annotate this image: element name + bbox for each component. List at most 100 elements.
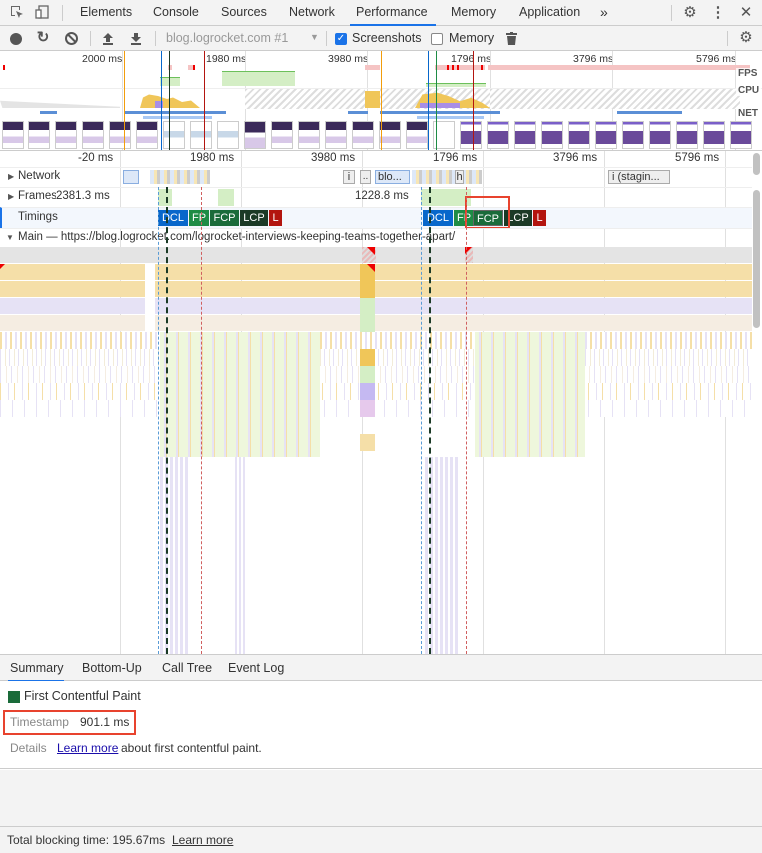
- cpu-label: CPU: [736, 85, 762, 96]
- timing-lcp[interactable]: LCP: [240, 210, 268, 226]
- timing-load[interactable]: L: [533, 210, 546, 226]
- timings-track[interactable]: Timings DCL FP FCP LCP L DCL FP FCP LCP …: [0, 207, 752, 228]
- flame-row[interactable]: [0, 315, 752, 331]
- screenshot-thumbnail[interactable]: [379, 121, 401, 149]
- timing-fcp[interactable]: FCP: [210, 210, 239, 226]
- tab-memory[interactable]: Memory: [451, 5, 497, 19]
- chevron-down-icon[interactable]: ▼: [310, 32, 319, 42]
- flame-row[interactable]: [0, 264, 752, 280]
- screenshots-checkbox[interactable]: ✓: [335, 33, 347, 45]
- screenshot-thumbnail[interactable]: [622, 121, 644, 149]
- load-profile-icon[interactable]: [102, 32, 114, 48]
- learn-more-link[interactable]: Learn more: [57, 741, 119, 755]
- tab-elements[interactable]: Elements: [80, 5, 133, 19]
- network-track[interactable]: ▶ Network i .. blo... h i (stagin...: [0, 167, 752, 187]
- screenshot-thumbnail[interactable]: [406, 121, 428, 149]
- tracks-scrollbar-thumb[interactable]: [753, 190, 760, 328]
- tab-call-tree[interactable]: Call Tree: [162, 661, 213, 675]
- tab-event-log[interactable]: Event Log: [228, 661, 285, 675]
- ruler-scrollbar-thumb[interactable]: [753, 153, 760, 175]
- record-button[interactable]: [10, 33, 22, 45]
- frame-duration: 2381.3 ms: [56, 190, 110, 202]
- screenshot-thumbnail[interactable]: [514, 121, 536, 149]
- more-menu-icon[interactable]: ⋮: [710, 4, 726, 21]
- inspect-element-icon[interactable]: [8, 4, 26, 22]
- screenshot-thumbnail[interactable]: [460, 121, 482, 149]
- divider: [671, 5, 672, 21]
- screenshot-thumbnail[interactable]: [136, 121, 158, 149]
- tab-sources[interactable]: Sources: [221, 5, 267, 19]
- tab-bottom-up[interactable]: Bottom-Up: [82, 661, 142, 675]
- flame-row[interactable]: [0, 281, 752, 297]
- screenshot-thumbnail[interactable]: [82, 121, 104, 149]
- screenshot-thumbnail[interactable]: [568, 121, 590, 149]
- screenshot-thumbnail[interactable]: [244, 121, 266, 149]
- flame-row[interactable]: [0, 298, 752, 314]
- timing-fcp-selected[interactable]: FCP: [473, 210, 503, 226]
- tab-summary[interactable]: Summary: [8, 655, 64, 682]
- screenshot-thumbnail[interactable]: [55, 121, 77, 149]
- timeline-overview[interactable]: 2000 ms 1980 ms 3980 ms 1796 ms 3796 ms …: [0, 51, 762, 151]
- divider: [90, 31, 91, 46]
- ruler-tick: 3796 ms: [553, 152, 598, 164]
- save-profile-icon[interactable]: [130, 32, 142, 48]
- screenshot-thumbnail[interactable]: [352, 121, 374, 149]
- memory-checkbox[interactable]: [431, 33, 443, 45]
- timing-dcl[interactable]: DCL: [423, 210, 453, 226]
- screenshot-thumbnail[interactable]: [703, 121, 725, 149]
- garbage-collect-icon[interactable]: [506, 32, 517, 48]
- timestamp-label: Timestamp: [10, 715, 69, 729]
- screenshot-thumbnail[interactable]: [649, 121, 671, 149]
- details-tab-bar: Summary Bottom-Up Call Tree Event Log: [0, 654, 762, 682]
- footer-learn-more-link[interactable]: Learn more: [172, 833, 234, 847]
- flame-row-tasks[interactable]: [0, 247, 752, 263]
- screenshot-thumbnail[interactable]: [298, 121, 320, 149]
- timing-lcp[interactable]: LCP: [504, 210, 532, 226]
- screenshot-thumbnail[interactable]: [217, 121, 239, 149]
- timeline-tracks[interactable]: -20 ms 1980 ms 3980 ms 1796 ms 3796 ms 5…: [0, 151, 752, 654]
- screenshot-thumbnail[interactable]: [190, 121, 212, 149]
- screenshots-label: Screenshots: [352, 31, 422, 45]
- close-icon[interactable]: ✕: [739, 4, 753, 21]
- screenshot-thumbnail[interactable]: [28, 121, 50, 149]
- frame-duration: 1228.8 ms: [355, 190, 409, 202]
- collapse-triangle-icon[interactable]: ▼: [6, 233, 14, 242]
- more-tabs-button[interactable]: »: [600, 4, 608, 20]
- timing-fp[interactable]: FP: [454, 210, 474, 226]
- screenshot-thumbnail[interactable]: [676, 121, 698, 149]
- timing-load[interactable]: L: [269, 210, 282, 226]
- reload-icon[interactable]: ↻: [36, 29, 50, 46]
- settings-icon[interactable]: ⚙: [683, 4, 697, 21]
- screenshot-thumbnail[interactable]: [595, 121, 617, 149]
- screenshot-thumbnail[interactable]: [541, 121, 563, 149]
- tab-performance[interactable]: Performance: [350, 0, 436, 26]
- screenshot-thumbnail[interactable]: [271, 121, 293, 149]
- tab-network[interactable]: Network: [289, 5, 335, 19]
- screenshot-thumbnail[interactable]: [109, 121, 131, 149]
- clear-icon[interactable]: [65, 32, 78, 45]
- screenshot-thumbnail[interactable]: [487, 121, 509, 149]
- tab-application[interactable]: Application: [519, 5, 581, 19]
- profile-select[interactable]: blog.logrocket.com #1: [166, 31, 289, 45]
- capture-settings-icon[interactable]: ⚙: [739, 29, 753, 46]
- divider: [326, 31, 327, 46]
- screenshot-thumbnail[interactable]: [433, 121, 455, 149]
- screenshot-thumbnail[interactable]: [325, 121, 347, 149]
- main-track-header[interactable]: ▼ Main — https://blog.logrocket.com/logr…: [0, 228, 752, 246]
- performance-toolbar: ↻ blog.logrocket.com #1 ▼ ✓ Screenshots …: [0, 26, 762, 51]
- expand-triangle-icon[interactable]: ▶: [8, 192, 15, 201]
- overview-tick: 5796 ms: [696, 53, 737, 65]
- screenshot-thumbnail[interactable]: [163, 121, 185, 149]
- timing-fp[interactable]: FP: [189, 210, 209, 226]
- ruler-tick: -20 ms: [78, 152, 114, 164]
- expand-triangle-icon[interactable]: ▶: [8, 172, 15, 181]
- device-toolbar-icon[interactable]: [33, 4, 51, 22]
- overview-tick: 2000 ms: [82, 53, 123, 65]
- screenshot-thumbnail[interactable]: [730, 121, 752, 149]
- frames-track[interactable]: ▶ Frames 2381.3 ms 1228.8 ms: [0, 187, 752, 207]
- tab-console[interactable]: Console: [153, 5, 199, 19]
- screenshot-thumbnail[interactable]: [2, 121, 24, 149]
- fps-label: FPS: [736, 68, 760, 79]
- timing-dcl[interactable]: DCL: [158, 210, 188, 226]
- summary-panel: First Contentful Paint Timestamp 901.1 m…: [0, 681, 762, 769]
